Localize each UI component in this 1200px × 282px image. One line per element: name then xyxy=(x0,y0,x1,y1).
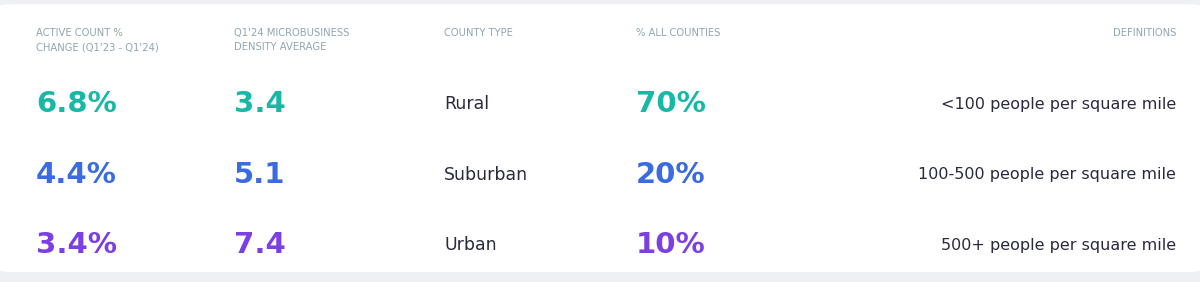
Text: COUNTY TYPE: COUNTY TYPE xyxy=(444,28,512,38)
Text: 70%: 70% xyxy=(636,90,706,118)
Text: 100-500 people per square mile: 100-500 people per square mile xyxy=(918,167,1176,182)
Text: 3.4%: 3.4% xyxy=(36,231,118,259)
Text: 3.4: 3.4 xyxy=(234,90,286,118)
Text: 4.4%: 4.4% xyxy=(36,161,116,189)
FancyBboxPatch shape xyxy=(0,4,1200,272)
Text: Urban: Urban xyxy=(444,236,497,254)
Text: Suburban: Suburban xyxy=(444,166,528,184)
Text: Q1'24 MICROBUSINESS
DENSITY AVERAGE: Q1'24 MICROBUSINESS DENSITY AVERAGE xyxy=(234,28,349,52)
Text: 7.4: 7.4 xyxy=(234,231,286,259)
Text: % ALL COUNTIES: % ALL COUNTIES xyxy=(636,28,720,38)
Text: 5.1: 5.1 xyxy=(234,161,286,189)
Text: DEFINITIONS: DEFINITIONS xyxy=(1112,28,1176,38)
Text: 20%: 20% xyxy=(636,161,706,189)
Text: 6.8%: 6.8% xyxy=(36,90,116,118)
Text: Rural: Rural xyxy=(444,95,490,113)
Text: 10%: 10% xyxy=(636,231,706,259)
Text: <100 people per square mile: <100 people per square mile xyxy=(941,97,1176,112)
Text: 500+ people per square mile: 500+ people per square mile xyxy=(941,238,1176,253)
Text: ACTIVE COUNT %
CHANGE (Q1'23 - Q1'24): ACTIVE COUNT % CHANGE (Q1'23 - Q1'24) xyxy=(36,28,158,52)
